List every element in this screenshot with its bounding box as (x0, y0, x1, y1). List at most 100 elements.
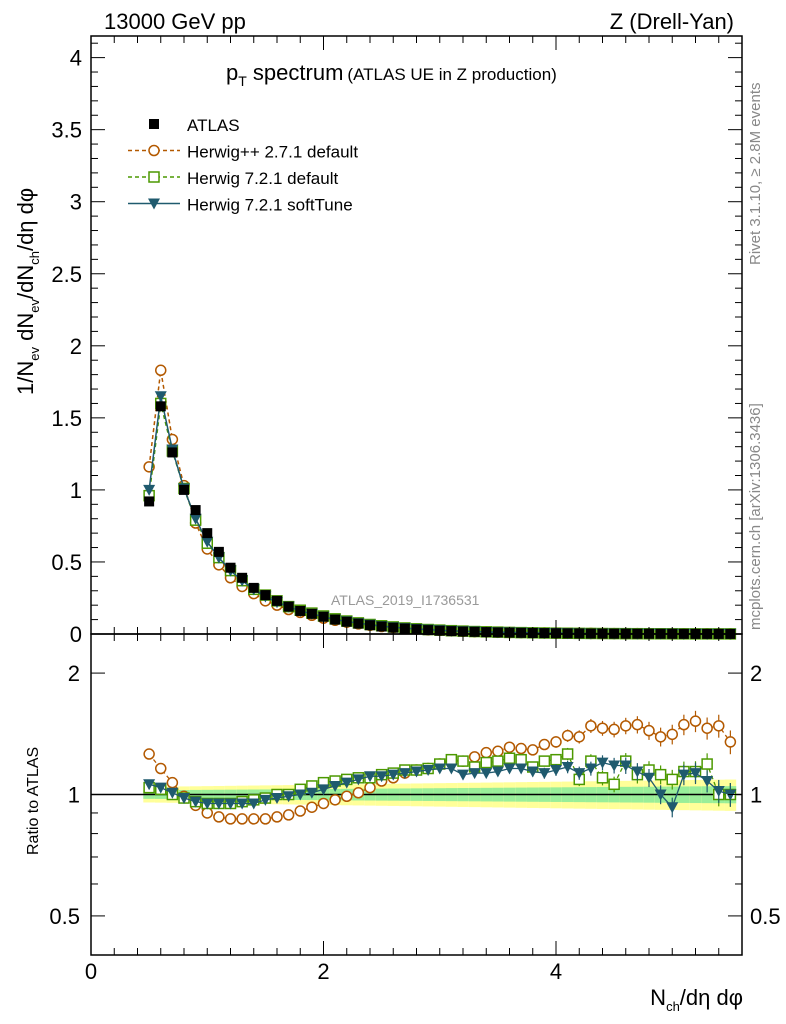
main-ylabel: 1/Nev dNev/dNch/dη dφ (13, 188, 42, 395)
y-tick-label: 3.5 (51, 118, 82, 143)
ratio-point (620, 720, 632, 732)
atlas-point (295, 605, 306, 616)
ratio-point (259, 813, 272, 825)
ratio-point (282, 809, 295, 821)
ratio-point (724, 736, 737, 748)
ratio-point (643, 772, 655, 784)
ratio-point (410, 766, 423, 778)
ratio-point (677, 769, 690, 781)
ratio-point (271, 811, 283, 823)
ratio-point (503, 763, 516, 775)
atlas-point (190, 505, 201, 516)
atlas-point (492, 627, 503, 638)
legend-marker (149, 119, 159, 129)
ratio-point (573, 731, 585, 743)
ratio-point (224, 798, 237, 810)
ratio-point (468, 751, 481, 763)
ratio-point (433, 763, 446, 775)
ratio-point (654, 731, 667, 743)
ratio-point (503, 752, 516, 764)
atlas-point (237, 572, 248, 583)
atlas-point (516, 627, 527, 638)
legend-label: Herwig++ 2.7.1 default (187, 143, 358, 162)
ratio-point (422, 765, 435, 777)
ratio-point (538, 768, 551, 780)
ratio-point (178, 793, 190, 805)
ratio-point (166, 787, 179, 799)
ratio-point (352, 774, 365, 786)
ratio-point (550, 765, 562, 777)
ratio-tick-label: 1 (68, 783, 80, 808)
atlas-point (469, 626, 480, 637)
ratio-point (492, 755, 504, 767)
x-tick-label: 0 (85, 959, 97, 984)
ratio-point (282, 791, 295, 803)
ratio-point (259, 794, 272, 806)
ratio-point (352, 787, 365, 799)
ratio-point (515, 753, 527, 766)
series-point (189, 513, 202, 525)
ratio-point (631, 766, 644, 778)
ratio-point (538, 738, 551, 751)
ratio-point (561, 729, 574, 742)
ratio-point (387, 769, 400, 781)
legend: ATLAS Herwig++ 2.7.1 default Herwig 7.2.1 … (128, 116, 358, 215)
rivet-label: Rivet 3.1.10, ≥ 2.8M events (747, 83, 764, 266)
ratio-tick-label-right: 1 (750, 783, 762, 808)
atlas-point (399, 623, 410, 634)
ratio-point (143, 748, 155, 760)
ratio-point (480, 768, 493, 780)
ratio-point (643, 724, 655, 737)
title-note: (ATLAS UE in Z production) (347, 65, 556, 84)
ratio-tick-label-right: 0.5 (750, 904, 781, 929)
ratio-point (596, 757, 609, 769)
ratio-point (480, 756, 492, 769)
ratio-point (584, 763, 597, 775)
ratio-point (224, 813, 237, 825)
atlas-point (155, 401, 166, 412)
ratio-point (154, 782, 167, 794)
ratio-point (527, 744, 539, 756)
ratio-point (166, 776, 179, 789)
ratio-point (317, 784, 330, 796)
ratio-point (329, 794, 341, 806)
atlas-point (202, 528, 213, 539)
ratio-point (608, 723, 620, 736)
atlas-point (179, 484, 189, 495)
atlas-point (306, 608, 317, 619)
y-tick-label: 0 (70, 622, 82, 647)
atlas-point (423, 625, 434, 636)
ratio-point (155, 762, 167, 775)
ratio-point (515, 742, 527, 755)
ratio-point (143, 779, 156, 791)
analysis-watermark: ATLAS_2019_I1736531 (331, 592, 480, 608)
atlas-point (260, 590, 271, 601)
ratio-point (306, 801, 318, 813)
title-rest: spectrum (247, 60, 344, 85)
ratio-point (248, 813, 260, 825)
ratio-point (550, 736, 562, 748)
ratio-point (364, 771, 376, 783)
x-tick-label: 4 (550, 959, 562, 984)
ratio-point (201, 798, 214, 810)
ratio-point (212, 798, 225, 810)
ratio-point (550, 753, 562, 766)
ratio-point (492, 745, 504, 758)
ratio-point (712, 786, 725, 798)
header-right: Z (Drell-Yan) (610, 9, 734, 34)
ratio-point (585, 720, 597, 732)
ratio-point (701, 722, 713, 734)
y-tick-label: 1 (70, 478, 82, 503)
ratio-point (445, 753, 458, 766)
ratio-point (503, 741, 516, 753)
ratio-point (678, 718, 690, 731)
ratio-point (236, 813, 248, 825)
ratio-point (596, 772, 609, 784)
ratio-tick-label-right: 2 (750, 661, 762, 686)
title-subscript: T (238, 73, 247, 89)
atlas-point (318, 611, 329, 622)
atlas-point (330, 614, 341, 625)
ratio-point (596, 722, 609, 734)
ratio-ylabel: Ratio to ATLAS (25, 747, 42, 855)
plot-title: pT spectrum (ATLAS UE in Z production) (226, 60, 557, 89)
